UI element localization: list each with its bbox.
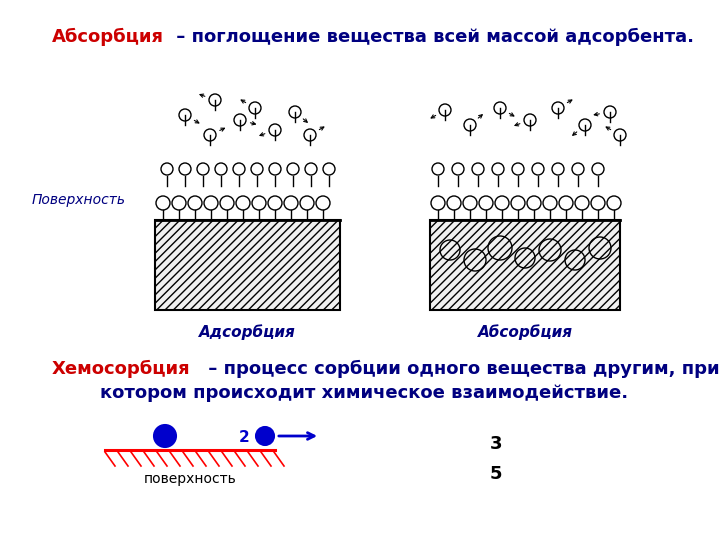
Text: Хемосорбция: Хемосорбция (52, 360, 191, 378)
Text: 5: 5 (490, 465, 503, 483)
Text: Абсорбция: Абсорбция (52, 28, 164, 46)
Text: Абсорбция: Абсорбция (477, 324, 572, 340)
Bar (155, 220, 340, 310)
Text: Адсорбция: Адсорбция (199, 324, 295, 340)
Text: Поверхность: Поверхность (32, 193, 126, 207)
Circle shape (256, 427, 274, 445)
Bar (430, 220, 620, 310)
Text: – поглощение вещества всей массой адсорбента.: – поглощение вещества всей массой адсорб… (170, 28, 694, 46)
Text: поверхность: поверхность (143, 472, 236, 486)
Circle shape (154, 425, 176, 447)
Text: 2: 2 (238, 430, 249, 445)
Text: 3: 3 (490, 435, 503, 453)
Text: – процесс сорбции одного вещества другим, при: – процесс сорбции одного вещества другим… (202, 360, 719, 378)
Text: котором происходит химическое взаимодействие.: котором происходит химическое взаимодейс… (100, 384, 628, 402)
